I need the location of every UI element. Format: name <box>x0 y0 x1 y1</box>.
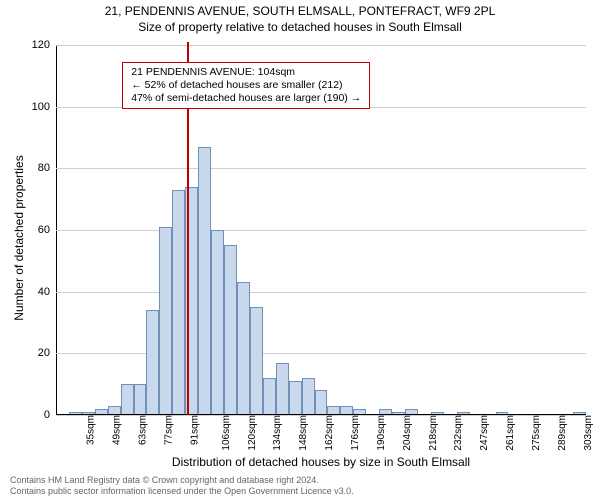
y-tick-label: 20 <box>38 347 56 359</box>
figure: 21, PENDENNIS AVENUE, SOUTH ELMSALL, PON… <box>0 0 600 500</box>
histogram-bar <box>146 310 159 415</box>
footer-line-2: Contains public sector information licen… <box>10 486 590 496</box>
x-tick-label: 261sqm <box>501 415 516 451</box>
x-tick-label: 176sqm <box>346 415 361 451</box>
annotation-line: ← 52% of detached houses are smaller (21… <box>131 79 361 92</box>
footer: Contains HM Land Registry data © Crown c… <box>10 475 590 496</box>
annotation-box: 21 PENDENNIS AVENUE: 104sqm← 52% of deta… <box>122 62 370 109</box>
x-tick-label: 35sqm <box>82 415 97 445</box>
x-tick-label: 77sqm <box>160 415 175 445</box>
x-tick-label: 275sqm <box>527 415 542 451</box>
x-tick-label: 120sqm <box>243 415 258 451</box>
y-tick-label: 0 <box>44 409 56 421</box>
y-tick-label: 100 <box>32 101 56 113</box>
histogram-bar <box>315 390 328 415</box>
title-block: 21, PENDENNIS AVENUE, SOUTH ELMSALL, PON… <box>0 4 600 34</box>
x-tick-label: 247sqm <box>475 415 490 451</box>
histogram-bar <box>211 230 224 415</box>
y-tick-label: 120 <box>32 39 56 51</box>
x-tick-label: 289sqm <box>553 415 568 451</box>
x-tick-label: 218sqm <box>424 415 439 451</box>
x-tick-label: 204sqm <box>398 415 413 451</box>
title-address: 21, PENDENNIS AVENUE, SOUTH ELMSALL, PON… <box>0 4 600 18</box>
x-tick-label: 106sqm <box>217 415 232 451</box>
x-tick-label: 232sqm <box>449 415 464 451</box>
x-tick-label: 303sqm <box>579 415 594 451</box>
annotation-line: 21 PENDENNIS AVENUE: 104sqm <box>131 66 361 79</box>
x-tick-label: 134sqm <box>269 415 284 451</box>
x-tick-label: 162sqm <box>320 415 335 451</box>
histogram-bar <box>172 190 185 415</box>
histogram-bar <box>237 282 250 415</box>
y-tick-label: 60 <box>38 224 56 236</box>
histogram-bar <box>134 384 147 415</box>
footer-line-1: Contains HM Land Registry data © Crown c… <box>10 475 590 485</box>
x-tick-label: 91sqm <box>185 415 200 445</box>
histogram-bar <box>121 384 134 415</box>
histogram-bar <box>250 307 263 415</box>
histogram-bar <box>302 378 315 415</box>
y-axis-label: Number of detached properties <box>12 155 26 320</box>
histogram-bar <box>276 363 289 415</box>
title-subtitle: Size of property relative to detached ho… <box>0 20 600 34</box>
histogram-bar <box>198 147 211 415</box>
histogram-bar <box>159 227 172 415</box>
y-tick-label: 80 <box>38 162 56 174</box>
histogram-bar <box>289 381 302 415</box>
x-axis-label: Distribution of detached houses by size … <box>56 455 586 469</box>
annotation-line: 47% of semi-detached houses are larger (… <box>131 92 361 105</box>
x-tick-label: 148sqm <box>294 415 309 451</box>
x-tick-label: 190sqm <box>372 415 387 451</box>
x-tick-label: 49sqm <box>108 415 123 445</box>
y-tick-label: 40 <box>38 286 56 298</box>
x-tick-label: 63sqm <box>134 415 149 445</box>
histogram-bar <box>263 378 276 415</box>
y-axis-label-box: Number of detached properties <box>12 45 26 430</box>
plot-area: 21 PENDENNIS AVENUE: 104sqm← 52% of deta… <box>56 45 586 415</box>
histogram-bar <box>224 245 237 415</box>
